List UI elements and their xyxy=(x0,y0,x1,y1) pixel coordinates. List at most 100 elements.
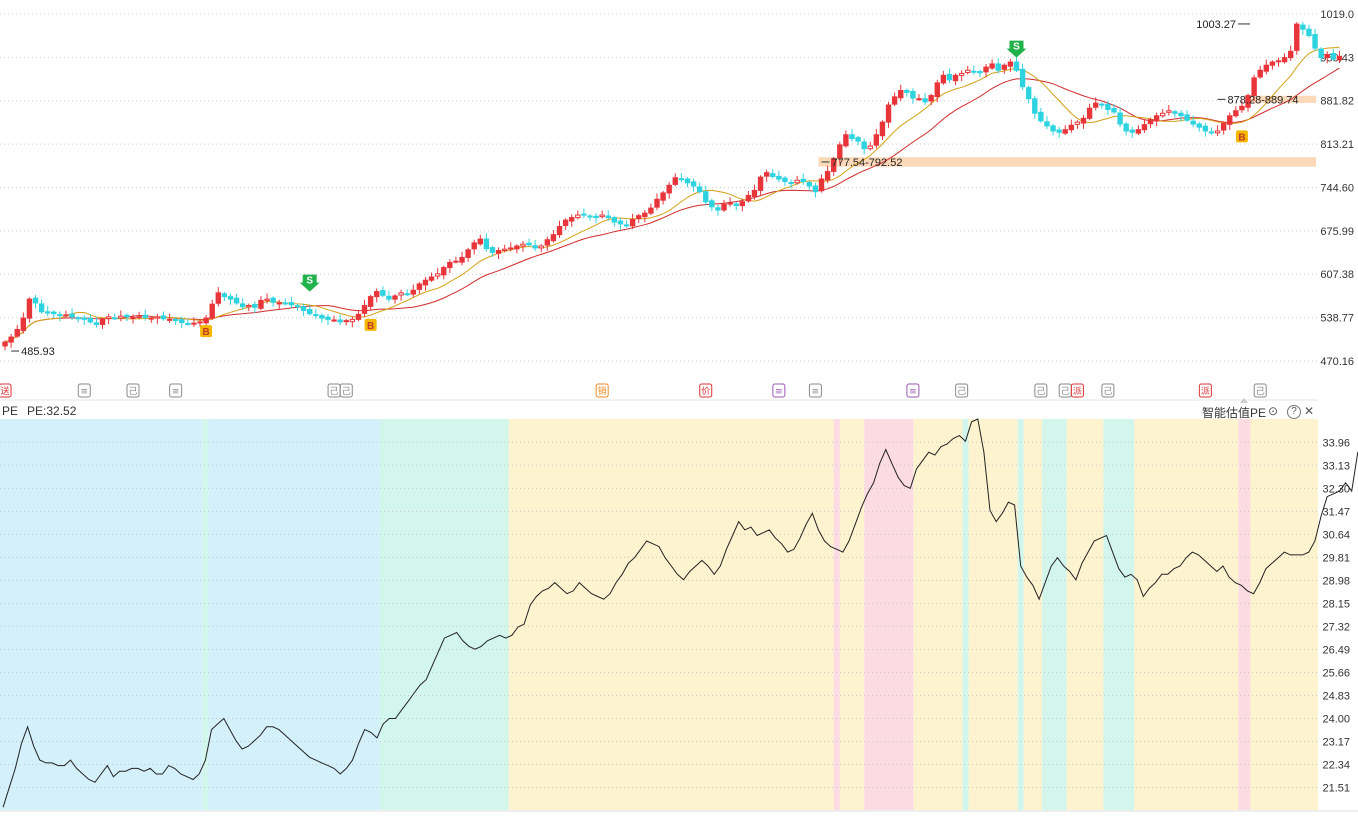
annotation-label: 777.54-792.52 xyxy=(832,157,903,169)
candle-body xyxy=(81,317,87,320)
candle-body xyxy=(1208,131,1215,134)
candle-body xyxy=(434,273,441,277)
candle-body xyxy=(337,319,343,323)
candle-body xyxy=(952,74,959,82)
event-marker-box xyxy=(77,383,91,398)
sell-signal-marker xyxy=(299,274,320,292)
support-band xyxy=(1244,95,1316,103)
candle-body xyxy=(477,238,484,245)
candle-body xyxy=(239,303,246,308)
candle-body xyxy=(179,319,185,324)
candle-body xyxy=(154,316,161,319)
event-marker: 己 xyxy=(1058,383,1072,398)
valuation-zone-under xyxy=(962,419,969,810)
event-marker: ≡ xyxy=(772,383,786,398)
buy-signal-label: B xyxy=(202,327,209,338)
pe-tick-label: 33.13 xyxy=(1322,460,1350,472)
candle-body xyxy=(556,225,563,236)
candle-body xyxy=(160,315,167,320)
price-tick-label: 675.99 xyxy=(1320,226,1354,238)
candle-body xyxy=(1324,53,1330,59)
candle-body xyxy=(1019,68,1026,88)
candle-body xyxy=(648,207,654,214)
candle-body xyxy=(745,194,752,202)
event-marker: 己 xyxy=(126,383,140,398)
valuation-zone-under xyxy=(1017,419,1024,810)
candle-body xyxy=(1166,110,1172,113)
candle-body xyxy=(983,66,989,73)
candle-body xyxy=(386,295,392,300)
candle-body xyxy=(1074,121,1081,125)
candle-body xyxy=(166,318,173,321)
candle-body xyxy=(763,172,770,177)
candle-body xyxy=(203,317,209,324)
event-marker-box xyxy=(126,383,140,398)
candle-body xyxy=(1257,69,1263,78)
candle-body xyxy=(63,314,69,317)
event-marker-box xyxy=(699,383,713,398)
candle-body xyxy=(1038,111,1044,122)
candle-body xyxy=(1007,61,1014,67)
support-band xyxy=(818,157,1316,167)
candle-body xyxy=(258,299,264,309)
price-tick-label: 470.16 xyxy=(1320,356,1354,368)
candle-body xyxy=(495,249,502,254)
candle-body xyxy=(965,69,971,73)
event-marker-box xyxy=(1101,383,1115,398)
candle-body xyxy=(739,201,746,207)
candle-body xyxy=(1160,112,1166,117)
candle-body xyxy=(995,63,1001,71)
price-tick-label: 607.38 xyxy=(1320,269,1354,281)
candle-body xyxy=(124,314,130,318)
candle-body xyxy=(233,297,240,304)
event-marker: 价 xyxy=(699,383,713,398)
candle-body xyxy=(830,158,837,172)
candle-body xyxy=(709,200,715,208)
close-icon[interactable]: ✕ xyxy=(1304,404,1315,418)
candle-body xyxy=(806,181,813,187)
candle-body xyxy=(703,191,709,203)
candle-body xyxy=(459,256,465,263)
event-marker: ≡ xyxy=(169,383,183,398)
annotation-label: 485.93 xyxy=(21,346,55,358)
candle-body xyxy=(629,218,636,227)
candle-body xyxy=(1239,105,1245,111)
candle-body xyxy=(148,317,154,320)
candle-body xyxy=(818,178,825,192)
candle-body xyxy=(264,298,270,301)
candle-body xyxy=(300,306,307,312)
valuation-zone-fair xyxy=(1250,419,1318,810)
candle-body xyxy=(751,189,758,197)
indicator-short-label: PE xyxy=(2,404,19,418)
candle-body xyxy=(1153,115,1160,122)
candle-body xyxy=(1172,111,1178,114)
candle-body xyxy=(453,260,459,263)
event-marker-glyph: ≡ xyxy=(80,387,88,397)
candle-body xyxy=(532,245,538,249)
event-marker: 派 xyxy=(1198,383,1212,398)
candle-body xyxy=(367,296,374,307)
candle-body xyxy=(349,318,356,323)
candle-body xyxy=(246,304,252,308)
event-marker-glyph: 己 xyxy=(1103,386,1112,397)
pe-tick-label: 28.15 xyxy=(1322,598,1350,610)
candle-body xyxy=(1263,64,1270,72)
candle-body xyxy=(44,311,51,314)
candle-body xyxy=(678,178,685,181)
candle-body xyxy=(1318,48,1324,59)
candle-body xyxy=(465,249,471,258)
candle-body xyxy=(520,243,526,247)
ma-fast-line xyxy=(4,46,1340,343)
candle-body xyxy=(319,315,325,319)
candle-body xyxy=(977,71,983,74)
sell-signal-label: S xyxy=(1013,42,1020,53)
candle-body xyxy=(642,212,648,218)
help-icon[interactable]: ? xyxy=(1287,405,1301,419)
candle-body xyxy=(1056,129,1062,133)
candle-body xyxy=(1245,95,1251,108)
candle-body xyxy=(185,322,191,325)
settings-icon[interactable]: ⊙ xyxy=(1268,404,1279,418)
candle-body xyxy=(666,184,672,194)
candle-body xyxy=(1044,121,1050,127)
